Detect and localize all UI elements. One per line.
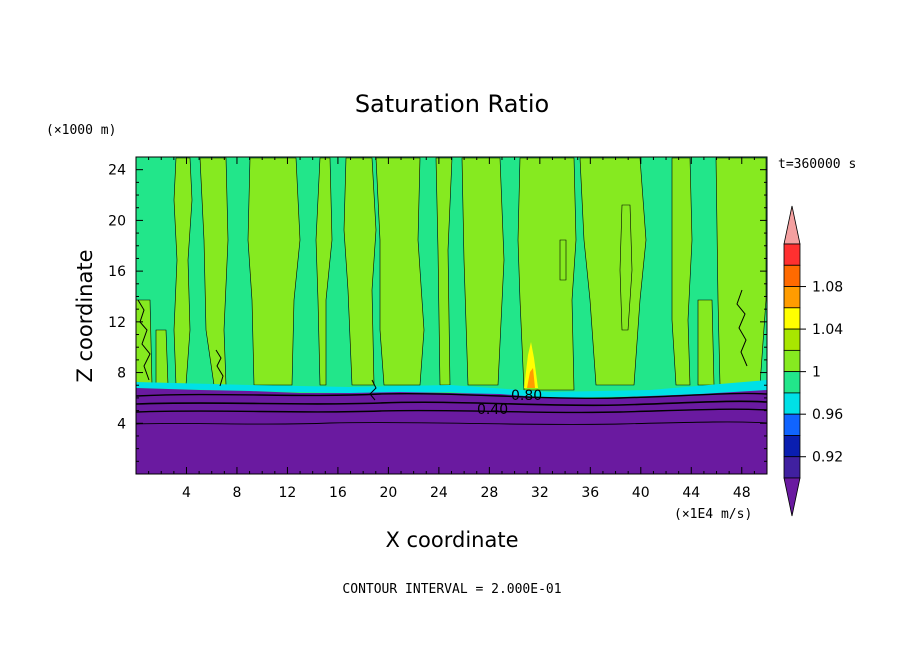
plume xyxy=(315,157,333,386)
time-label: t=360000 s xyxy=(778,157,856,172)
dry-layer xyxy=(136,388,767,474)
x-axis-label: X coordinate xyxy=(385,528,518,552)
x-tick-label: 4 xyxy=(182,485,191,501)
x-tick-label: 44 xyxy=(682,485,700,501)
contour-line xyxy=(135,392,768,400)
y-tick-label: 12 xyxy=(108,315,126,331)
noise-contour xyxy=(215,349,224,387)
plume xyxy=(155,329,169,386)
colorbar-label: 0.92 xyxy=(812,450,843,466)
plume xyxy=(247,157,301,386)
contour-label: 0.40 xyxy=(477,402,508,418)
x-unit-label: (×1E4 m/s) xyxy=(674,507,752,522)
x-tick-label: 8 xyxy=(232,485,241,501)
y-tick-label: 8 xyxy=(117,366,126,382)
colorbar-under-arrow xyxy=(783,477,801,517)
x-tick-label: 24 xyxy=(430,485,448,501)
colorbar-segment xyxy=(783,307,801,330)
supersaturation-plumes xyxy=(135,157,767,391)
contour-line xyxy=(135,421,768,425)
plume xyxy=(619,204,633,331)
contour-line xyxy=(135,408,768,414)
x-tick-label: 12 xyxy=(279,485,297,501)
colorbar-segment xyxy=(783,243,801,266)
transition-band xyxy=(136,380,767,398)
colorbar: 1.08 1.04 1 0.96 0.92 xyxy=(783,205,843,517)
x-tick-label: 16 xyxy=(329,485,347,501)
y-tick-label: 16 xyxy=(108,264,126,280)
peak-yellow xyxy=(524,342,538,388)
colorbar-segment xyxy=(783,371,801,394)
x-tick-label: 36 xyxy=(581,485,599,501)
plume xyxy=(375,157,425,386)
colorbar-label: 1.04 xyxy=(812,322,843,338)
contour-line xyxy=(135,400,768,407)
colorbar-segment xyxy=(783,286,801,309)
colorbar-segment xyxy=(783,456,801,479)
colorbar-segment xyxy=(783,435,801,458)
colorbar-segment xyxy=(783,264,801,287)
plume xyxy=(517,157,577,391)
colorbar-segment xyxy=(783,413,801,436)
y-unit-label: (×1000 m) xyxy=(46,123,116,138)
colorbar-segment xyxy=(783,392,801,415)
plume xyxy=(461,157,505,386)
colorbar-segment xyxy=(783,349,801,373)
x-tick-label: 20 xyxy=(379,485,397,501)
noise-contour xyxy=(736,289,748,367)
colorbar-label: 0.96 xyxy=(812,407,843,423)
supersaturation-peak xyxy=(524,342,538,388)
x-tick-label: 40 xyxy=(632,485,650,501)
x-tick-label: 48 xyxy=(733,485,751,501)
y-axis-label: Z coordinate xyxy=(73,249,97,382)
saturation-field: 0.80 0.40 xyxy=(135,157,768,474)
y-tick-label: 20 xyxy=(108,213,126,229)
contour-interval-footer: CONTOUR INTERVAL = 2.000E-01 xyxy=(342,582,561,597)
plume xyxy=(671,157,693,386)
plume xyxy=(559,239,567,281)
chart-title: Saturation Ratio xyxy=(355,90,549,118)
plume xyxy=(697,299,715,386)
y-tick-label: 24 xyxy=(108,163,126,179)
contour-label: 0.80 xyxy=(511,388,542,404)
colorbar-over-arrow xyxy=(783,205,801,245)
noise-contour xyxy=(369,379,377,401)
noise-contour xyxy=(137,299,151,381)
noise-contours xyxy=(137,289,748,401)
x-tick-label: 28 xyxy=(480,485,498,501)
colorbar-label: 1.08 xyxy=(812,280,843,296)
peak-orange xyxy=(527,368,535,388)
y-axis: 4 8 12 16 20 24 xyxy=(108,163,767,462)
x-axis: 4 8 12 16 20 24 28 32 36 40 44 48 xyxy=(148,157,755,501)
x-tick-label: 32 xyxy=(531,485,549,501)
colorbar-label: 1 xyxy=(812,365,821,381)
contour-lines xyxy=(135,392,768,425)
colorbar-segment xyxy=(783,328,801,351)
y-tick-label: 4 xyxy=(117,416,126,432)
